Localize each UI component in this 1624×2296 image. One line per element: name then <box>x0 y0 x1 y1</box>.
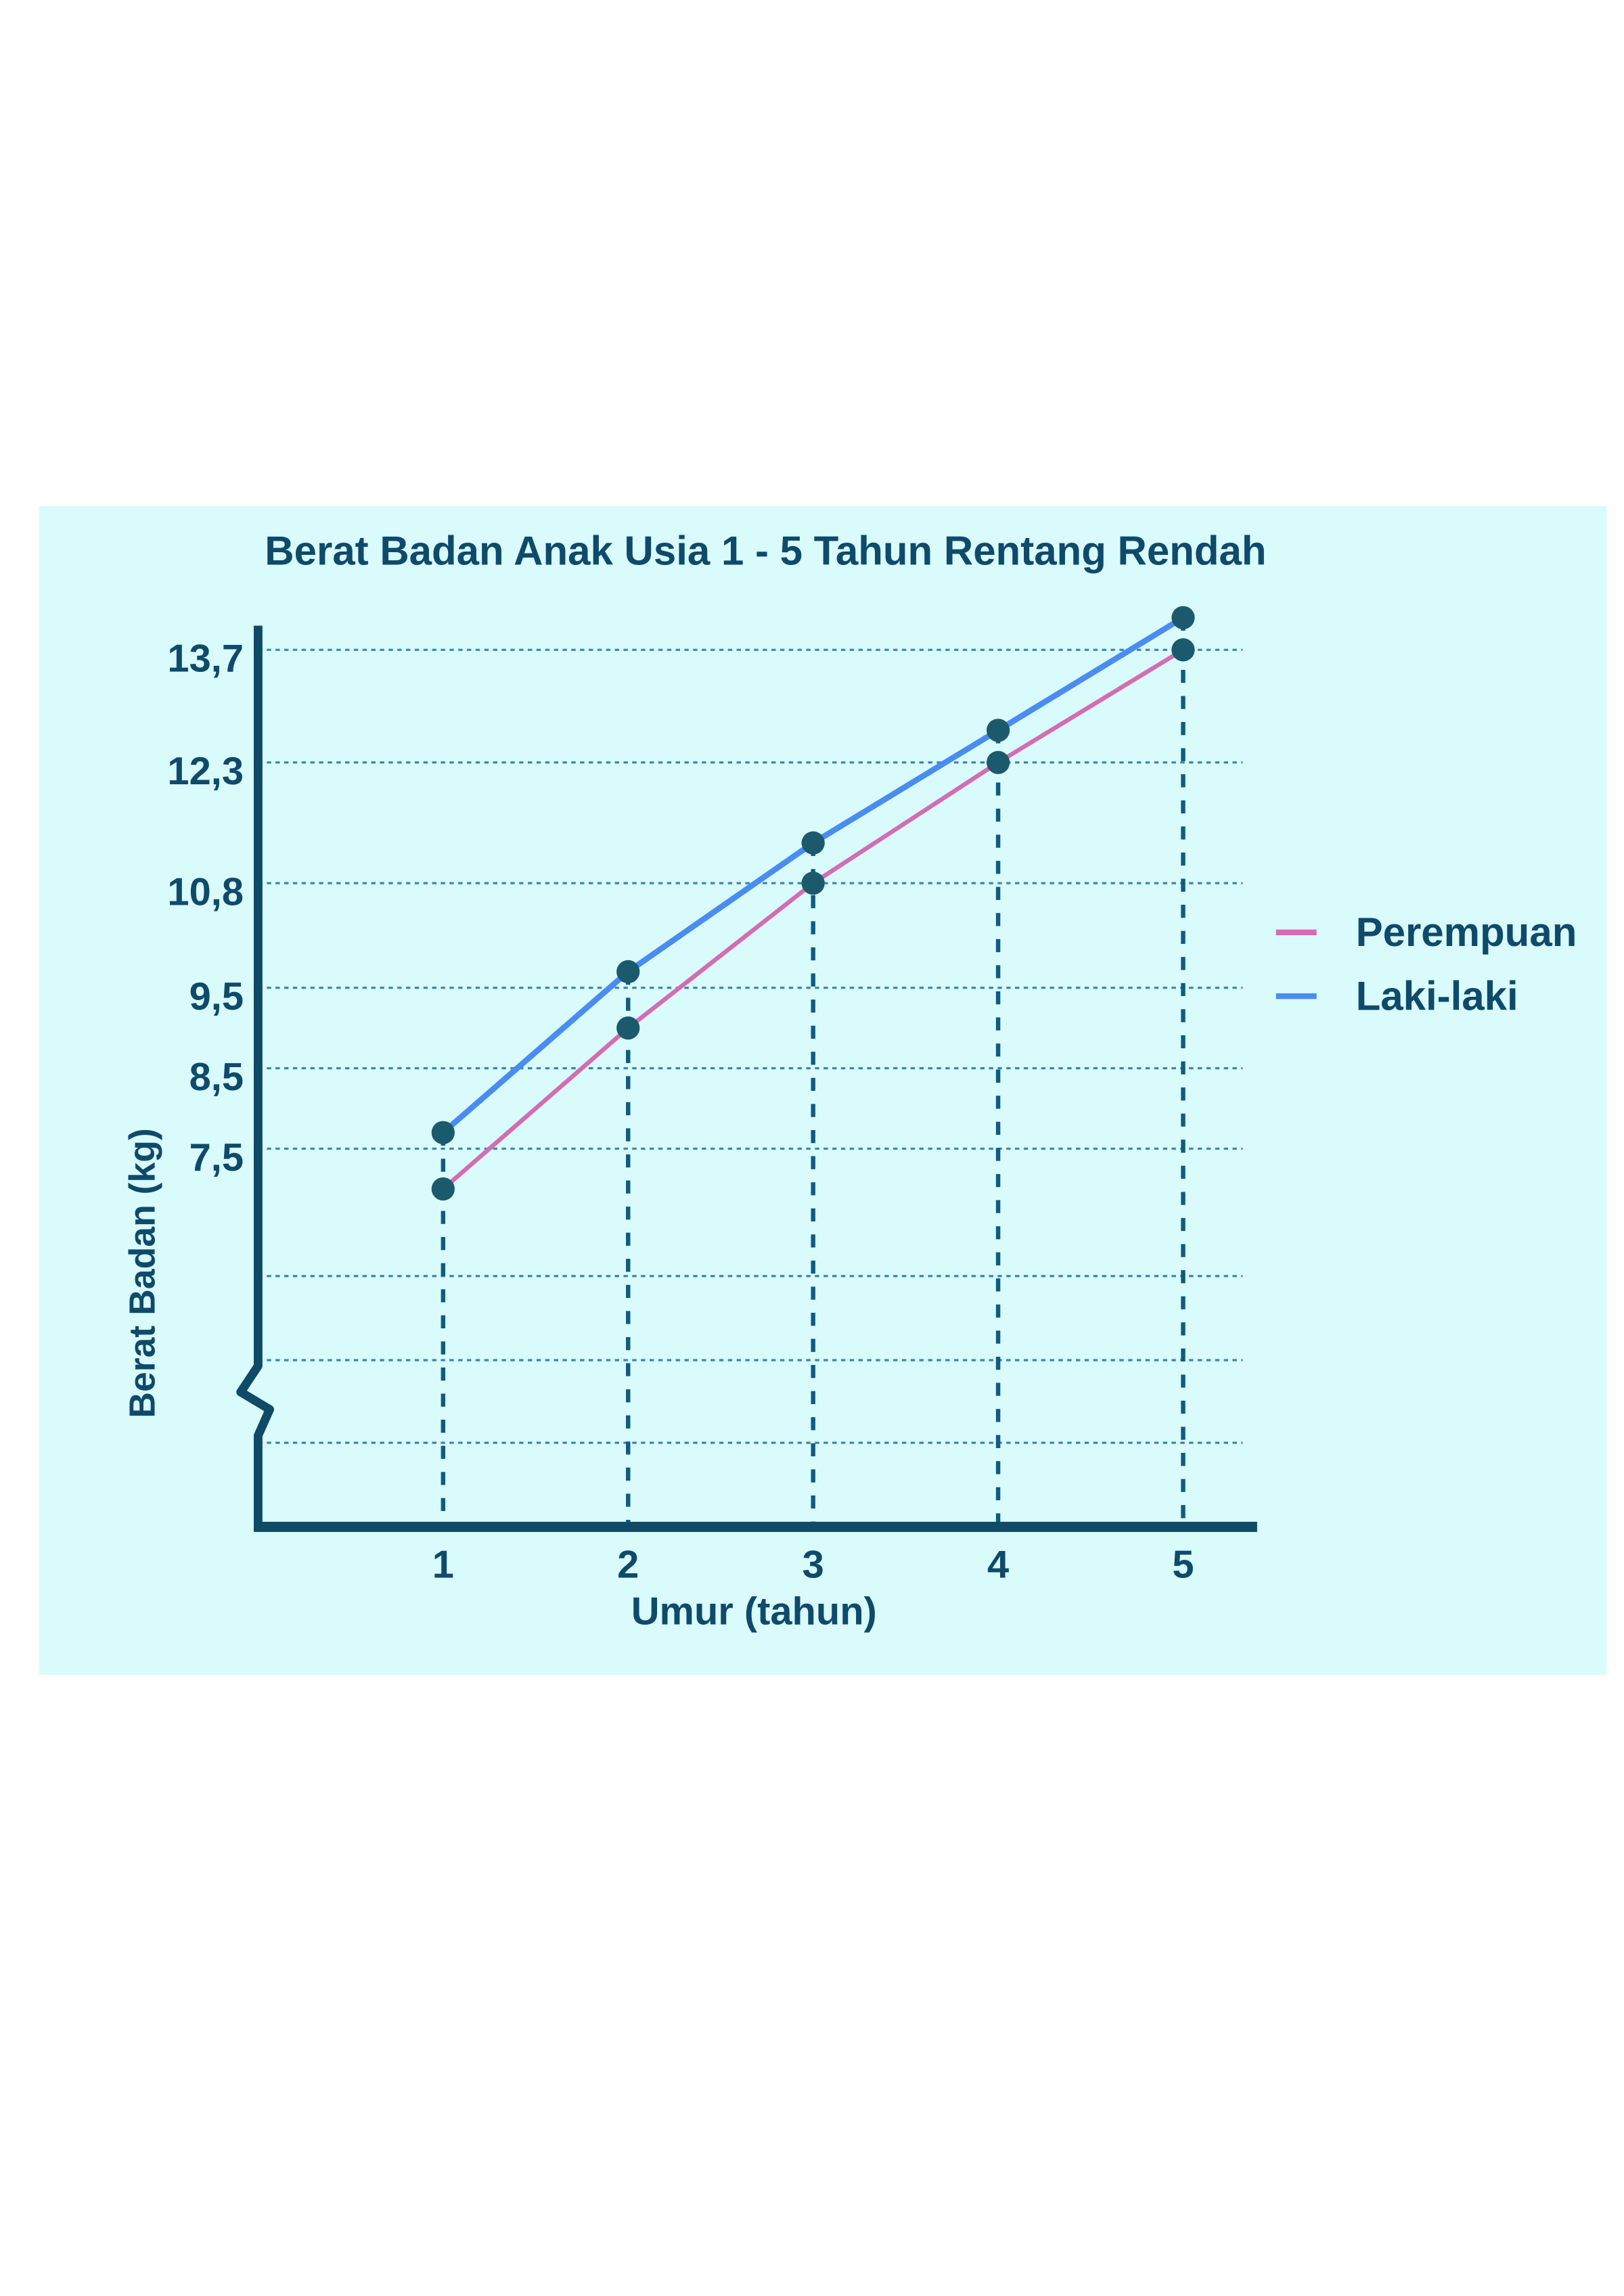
legend-label: Perempuan <box>1356 909 1577 955</box>
data-point <box>431 1121 455 1144</box>
y-tick-label: 13,7 <box>167 637 244 681</box>
x-tick-label: 2 <box>617 1544 639 1587</box>
y-tick-label: 12,3 <box>167 750 244 793</box>
y-tick-label: 7,5 <box>189 1136 244 1179</box>
y-axis-label: Berat Badan (kg) <box>122 1128 162 1418</box>
data-point <box>801 872 825 895</box>
y-tick-label: 10,8 <box>167 871 244 914</box>
y-tick-label: 8,5 <box>189 1056 244 1099</box>
legend-label: Laki-laki <box>1356 973 1518 1018</box>
data-point <box>1171 606 1195 629</box>
data-point <box>616 1016 640 1040</box>
chart-background <box>39 505 1607 1675</box>
data-point <box>616 960 640 984</box>
x-tick-label: 3 <box>803 1544 824 1587</box>
data-point <box>986 719 1010 742</box>
y-tick-label: 9,5 <box>189 975 244 1018</box>
y-axis <box>236 625 275 1527</box>
chart-title: Berat Badan Anak Usia 1 - 5 Tahun Rentan… <box>265 528 1266 573</box>
data-point <box>986 750 1010 774</box>
x-tick-label: 5 <box>1172 1544 1194 1587</box>
data-point <box>431 1177 455 1201</box>
x-tick-label: 4 <box>987 1544 1009 1587</box>
x-axis-label: Umur (tahun) <box>631 1590 877 1633</box>
data-point <box>801 831 825 855</box>
x-tick-label: 1 <box>432 1544 454 1587</box>
data-point <box>1171 638 1195 662</box>
